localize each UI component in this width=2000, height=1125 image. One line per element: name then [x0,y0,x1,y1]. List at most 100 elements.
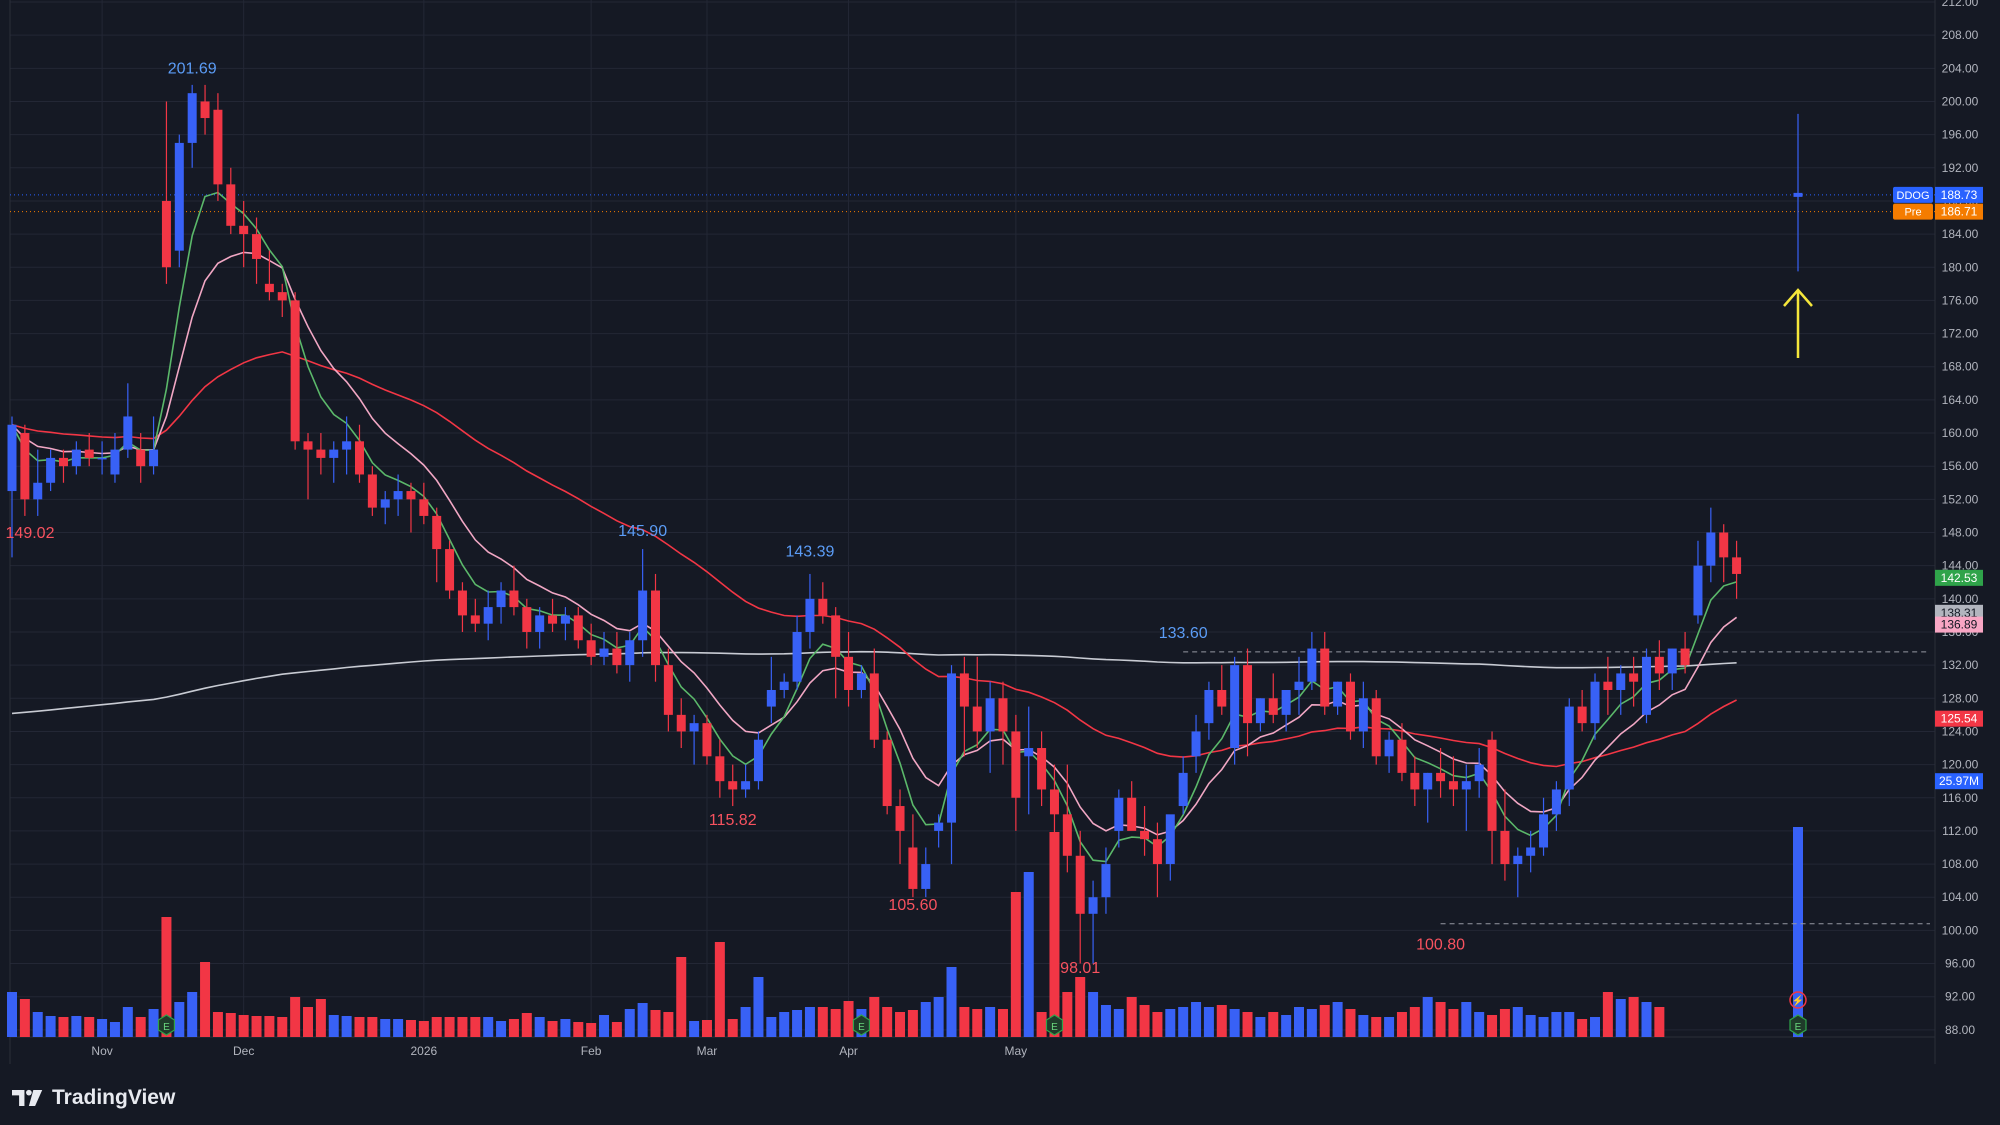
price-extreme-label: 201.69 [168,60,217,77]
y-tick-label: 156.00 [1942,459,1979,473]
candle [1706,507,1716,583]
candle-body [1178,772,1188,807]
candle-body [1423,772,1433,790]
y-tick-label: 108.00 [1942,857,1979,871]
earnings-marker[interactable]: E [1789,1014,1807,1036]
volume-bar [393,1019,404,1037]
candle [1333,681,1343,715]
y-tick-label: 140.00 [1942,592,1979,606]
candle [406,482,416,533]
y-tick-label: 152.00 [1942,492,1979,506]
candle-body [1114,797,1124,831]
volume-bar [238,1015,249,1037]
earnings-marker[interactable]: E [1045,1014,1064,1036]
candle [1281,689,1291,732]
y-tick-label: 96.00 [1945,957,1975,971]
candle-body [445,549,455,591]
candle [1539,797,1549,856]
volume-bar [689,1021,700,1037]
price-tag-value: 136.89 [1941,618,1978,632]
candle-body [792,631,802,682]
volume-bar [1113,1009,1124,1037]
candle-body [1551,789,1561,815]
volume-bar [1152,1012,1163,1037]
candle [753,731,763,790]
candle-body [84,449,94,458]
candle-body [1011,731,1021,798]
candle [1448,756,1458,807]
candle [1693,540,1703,624]
volume-bar [1088,992,1099,1037]
candle [921,847,931,898]
candle-body [252,234,262,259]
candle-body [625,640,635,666]
candle [496,582,506,624]
volume-bar [431,1017,442,1037]
earnings-marker[interactable]: E [157,1014,176,1036]
volume-bar [1396,1012,1407,1037]
candle-body [612,648,622,666]
candle [1732,540,1742,599]
volume-bar [586,1023,597,1037]
volume-bar [508,1019,519,1037]
volume-bar [1793,827,1803,1037]
volume-bar [1461,1002,1472,1037]
candle-body [1075,855,1085,914]
candle [1680,631,1690,674]
volume-bar [676,957,687,1037]
earnings-marker[interactable]: E [852,1014,871,1036]
candle-body [831,615,841,657]
candle-body [483,607,493,624]
volume-bar [1075,977,1086,1037]
candle-body [509,590,519,608]
candle [1191,714,1201,773]
price-tag-box [1935,203,1983,220]
volume-bar [58,1017,69,1037]
earnings-label: E [163,1022,170,1033]
candle-body [1793,192,1803,197]
volume-bar [843,1001,854,1037]
dashed-levels [10,194,1935,925]
candle-body [123,416,133,450]
candle [1011,714,1021,831]
tradingview-logo[interactable]: TradingView [12,1086,175,1110]
candle-body [1371,698,1381,757]
volume-bar [1306,1009,1317,1037]
volume-bar [869,997,880,1037]
candle-body [110,449,120,475]
candle [354,424,364,483]
candle-body [20,433,30,500]
candle-body [1577,706,1587,724]
candle-body [239,225,249,235]
volume-bar [1435,1002,1446,1037]
candle [1268,673,1278,724]
volume-bar [19,999,30,1037]
y-tick-label: 192.00 [1942,161,1979,175]
candle [1358,681,1368,749]
candle-body [779,681,789,690]
candle-body [97,457,107,460]
candle-body [586,640,596,657]
candle [882,731,892,815]
volume-bar [1216,1005,1227,1037]
chart-area[interactable]: 88.00 92.00 96.00 100.00 104.00 108.00 112.00 1… [0,0,2000,1070]
volume-bar [1384,1017,1395,1037]
volume-bar [225,1013,236,1037]
candle-body [741,781,751,790]
candle [535,607,545,649]
volume-bar [1474,1012,1485,1037]
candle [432,507,442,583]
candle-body [985,698,995,732]
volume-bar [1255,1017,1266,1037]
price-chart[interactable]: 88.00 92.00 96.00 100.00 104.00 108.00 112.00 1… [0,0,2000,1070]
candle [277,283,287,317]
candle [818,582,828,624]
candle [380,491,390,525]
candle-body [1294,681,1304,690]
price-tag-value: 142.53 [1941,571,1978,585]
volume-bar [907,1010,918,1037]
volume-bar [1512,1007,1523,1037]
volume-bar [496,1021,507,1037]
candle-body [277,292,287,301]
